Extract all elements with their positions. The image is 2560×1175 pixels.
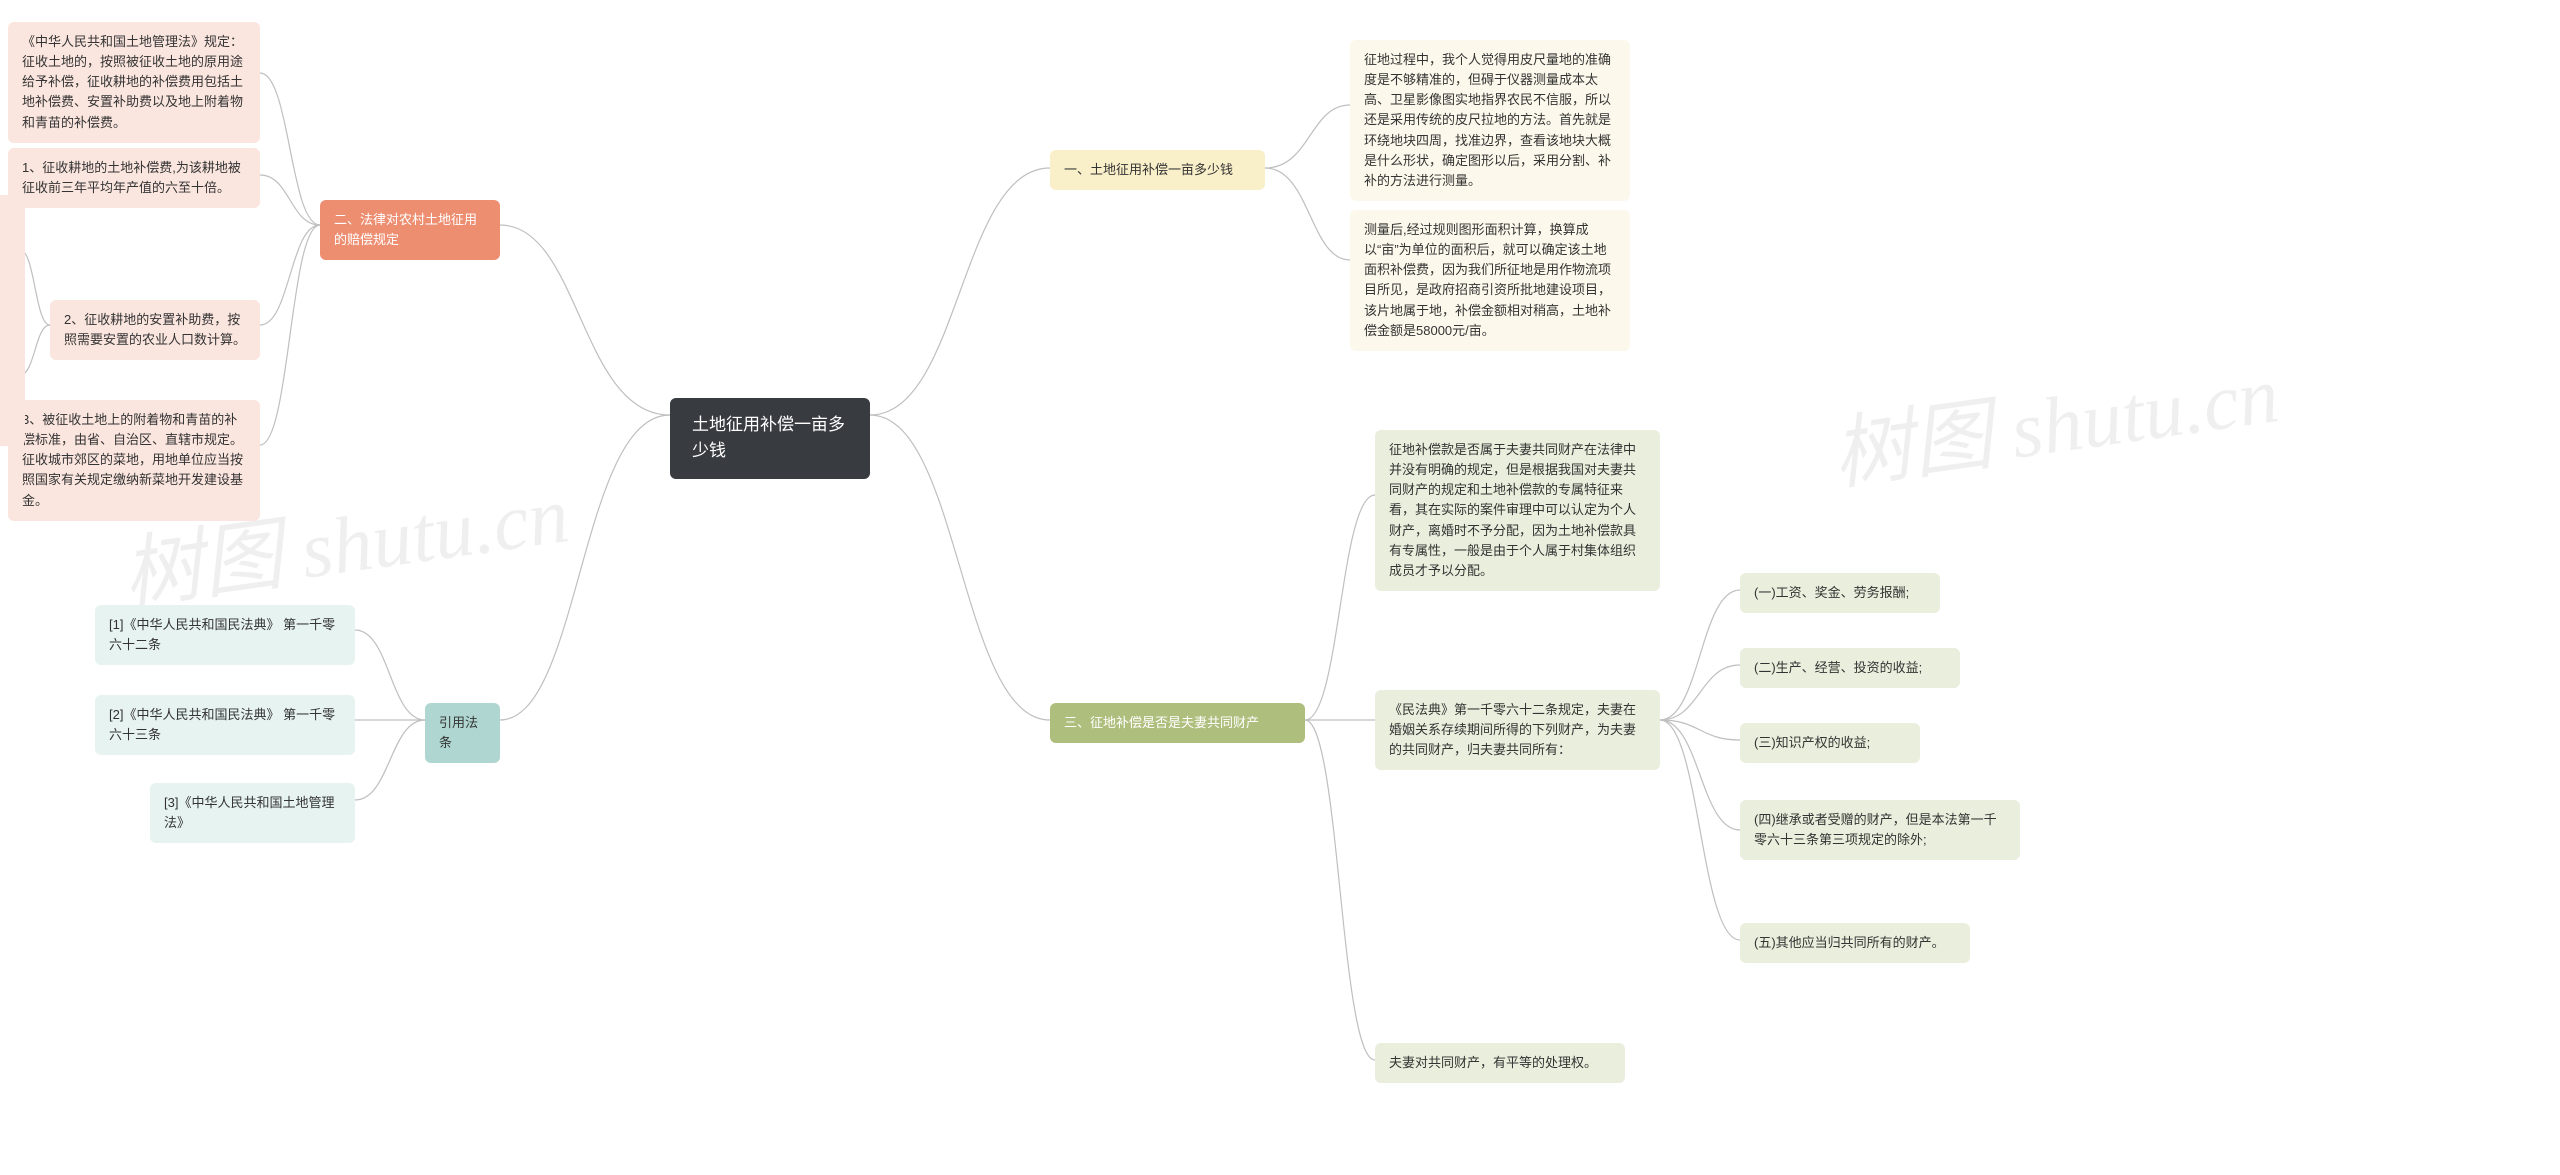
branch-3-sub-3: (四)继承或者受赠的财产，但是本法第一千零六十三条第三项规定的除外;: [1740, 800, 2020, 860]
branch-3-sub-1: (二)生产、经营、投资的收益;: [1740, 648, 1960, 688]
branch-4-leaf-0: [1]《中华人民共和国民法典》 第一千零六十二条: [95, 605, 355, 665]
branch-2-leaf-1: 1、征收耕地的土地补偿费,为该耕地被征收前三年平均年产值的六至十倍。: [8, 148, 260, 208]
branch-2-leaf-2: 2、征收耕地的安置补助费，按照需要安置的农业人口数计算。: [50, 300, 260, 360]
branch-3-sub-2: (三)知识产权的收益;: [1740, 723, 1920, 763]
branch-3: 三、征地补偿是否是夫妻共同财产: [1050, 703, 1305, 743]
branch-3-leaf-0: 征地补偿款是否属于夫妻共同财产在法律中并没有明确的规定，但是根据我国对夫妻共同财…: [1375, 430, 1660, 591]
branch-3-leaf-2: 夫妻对共同财产，有平等的处理权。: [1375, 1043, 1625, 1083]
branch-3-sub-0: (一)工资、奖金、劳务报酬;: [1740, 573, 1940, 613]
branch-4-leaf-2: [3]《中华人民共和国土地管理法》: [150, 783, 355, 843]
branch-2-leaf-3: 3、被征收土地上的附着物和青苗的补偿标准，由省、自治区、直辖市规定。征收城市郊区…: [8, 400, 260, 521]
branch-1-leaf-1: 测量后,经过规则图形面积计算，换算成以“亩”为单位的面积后，就可以确定该土地面积…: [1350, 210, 1630, 351]
branch-1: 一、土地征用补偿一亩多少钱: [1050, 150, 1265, 190]
branch-3-sub-4: (五)其他应当归共同所有的财产。: [1740, 923, 1970, 963]
branch-1-leaf-0: 征地过程中，我个人觉得用皮尺量地的准确度是不够精准的，但碍于仪器测量成本太高、卫…: [1350, 40, 1630, 201]
branch-2-leaf-0: 《中华人民共和国土地管理法》规定：征收土地的，按照被征收土地的原用途给予补偿，征…: [8, 22, 260, 143]
branch-4-leaf-1: [2]《中华人民共和国民法典》 第一千零六十三条: [95, 695, 355, 755]
branch-4: 引用法条: [425, 703, 500, 763]
branch-3-leaf-1: 《民法典》第一千零六十二条规定，夫妻在婚姻关系存续期间所得的下列财产，为夫妻的共…: [1375, 690, 1660, 770]
root-node: 土地征用补偿一亩多少钱: [670, 398, 870, 479]
branch-2: 二、法律对农村土地征用的赔偿规定: [320, 200, 500, 260]
branch-2-sub-1: 征收其他土地的土地补偿费和安置补助费标准，由省、自治区、直辖市参照征收耕地的土地…: [0, 345, 25, 446]
connector-layer: [0, 0, 2560, 1175]
watermark: 树图 shutu.cn: [1824, 329, 2285, 506]
